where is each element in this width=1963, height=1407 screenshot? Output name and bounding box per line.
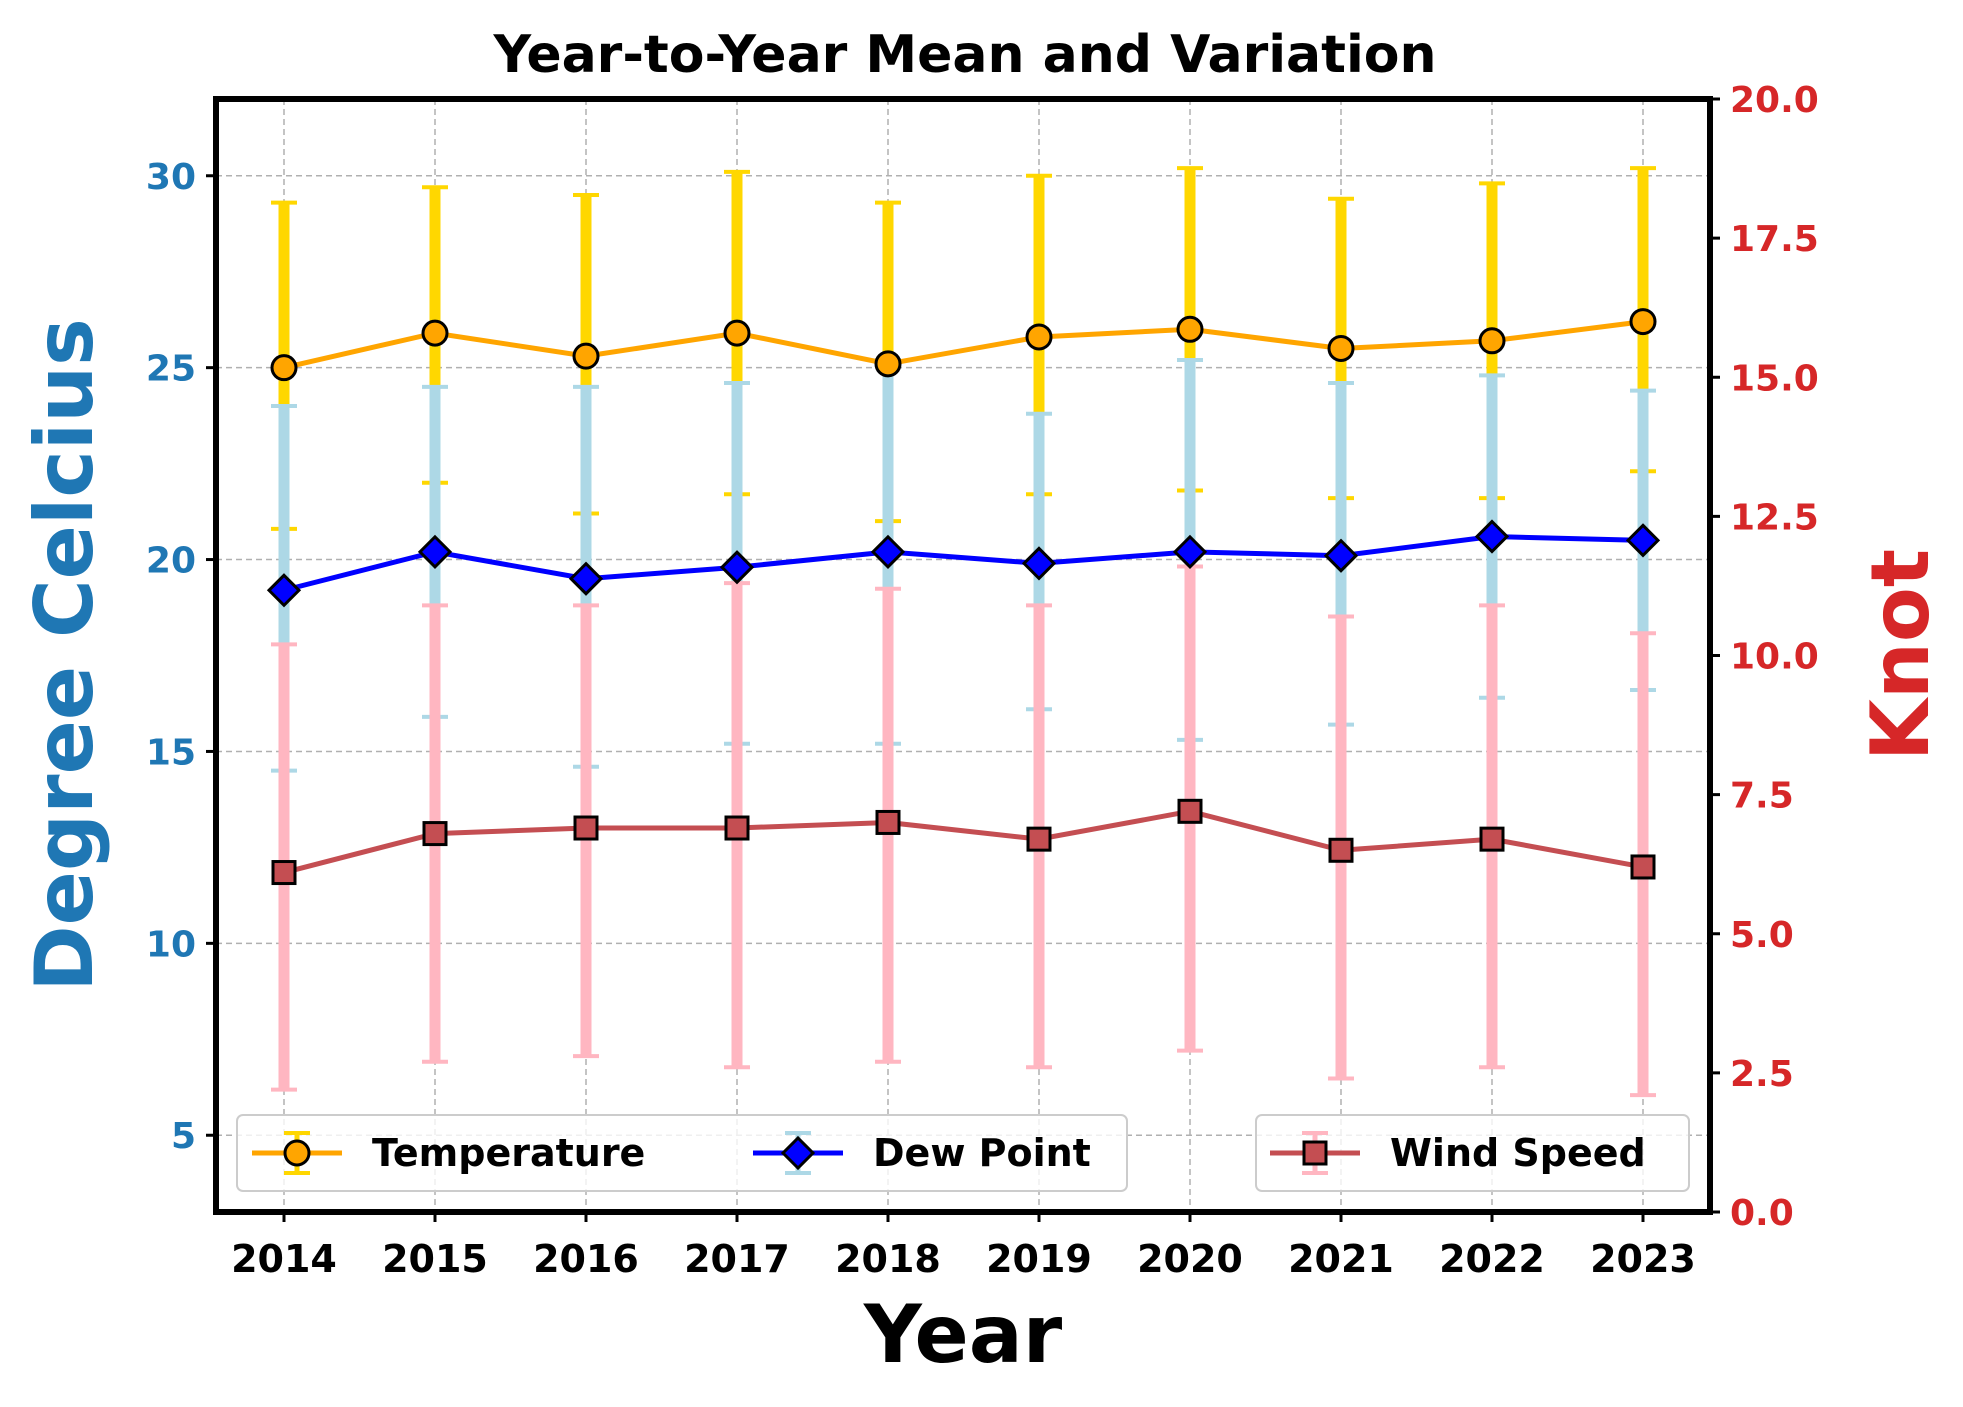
legend-label-dew-point: Dew Point — [873, 1131, 1091, 1175]
wind-speed-point — [1479, 826, 1505, 852]
series-markers — [266, 308, 1661, 886]
y-tick-label-right: 7.5 — [1730, 776, 1794, 817]
wind-speed-point — [875, 809, 901, 835]
dew-point-point — [266, 573, 302, 608]
y-tick-label-right: 15.0 — [1730, 358, 1819, 399]
temperature-point — [874, 350, 902, 378]
error-bars — [271, 166, 1656, 1098]
axis-ticks: 2014 2015 2016 2017 2018 2019 2020 2021 2022 2023… — [146, 80, 1819, 1281]
dew-point-point — [417, 534, 453, 569]
dew-point-point — [1474, 519, 1510, 554]
temperature-point — [1478, 327, 1506, 355]
dew-point-point — [568, 561, 604, 596]
y-tick-label-left: 30 — [146, 157, 196, 198]
x-tick-label: 2019 — [986, 1237, 1092, 1281]
y-tick-label-right: 2.5 — [1730, 1054, 1794, 1095]
y-tick-label-right: 12.5 — [1730, 497, 1819, 538]
y-axis-label-right: Knot — [1854, 549, 1947, 761]
temperature-point — [723, 319, 751, 347]
y-tick-label-right: 17.5 — [1730, 219, 1819, 260]
wind-speed-point — [1177, 798, 1203, 824]
wind-speed-point — [1026, 826, 1052, 852]
legend-temperature-dew-point: Temperature Dew Point — [236, 1114, 1128, 1192]
legend-swatch-marker — [1302, 1140, 1328, 1166]
temperature-point — [421, 319, 449, 347]
dew-point-point — [870, 534, 906, 569]
y-tick-label-left: 15 — [146, 732, 196, 773]
wind-speed-point — [573, 815, 599, 841]
temperature-line — [283, 319, 1644, 371]
legend-wind-speed: Wind Speed — [1255, 1114, 1690, 1192]
dew-point-point — [1625, 523, 1661, 558]
y-tick-label-left: 10 — [146, 924, 196, 965]
legend-box — [1255, 1114, 1690, 1192]
x-tick-label: 2022 — [1439, 1237, 1545, 1281]
dew-point-point — [1323, 538, 1359, 573]
x-tick-label: 2015 — [382, 1237, 488, 1281]
x-tick-label: 2017 — [684, 1237, 790, 1281]
dew-point-point — [1021, 546, 1057, 581]
legend-label-temperature: Temperature — [372, 1131, 645, 1175]
y-tick-label-right: 5.0 — [1730, 915, 1794, 956]
y-tick-label-right: 10.0 — [1730, 637, 1819, 678]
temperature-point — [270, 354, 298, 382]
x-tick-label: 2021 — [1288, 1237, 1394, 1281]
y-tick-label-right: 0.0 — [1730, 1193, 1794, 1234]
temperature-point — [1176, 315, 1204, 343]
x-tick-label: 2018 — [835, 1237, 941, 1281]
legend-swatch-marker — [780, 1135, 816, 1171]
chart-title: Year-to-Year Mean and Variation — [492, 25, 1436, 85]
temperature-point — [572, 342, 600, 370]
temperature-point — [1629, 308, 1657, 336]
dew-point-line — [283, 534, 1644, 593]
legend-label-wind-speed: Wind Speed — [1390, 1131, 1646, 1175]
dew-point-point — [1172, 534, 1208, 569]
dew-point-point — [719, 550, 755, 585]
x-tick-label: 2020 — [1137, 1237, 1243, 1281]
wind-speed-point — [1328, 837, 1354, 863]
wind-speed-point — [724, 815, 750, 841]
wind-speed-line — [283, 808, 1644, 875]
y-tick-label-left: 20 — [146, 541, 196, 582]
x-tick-label: 2014 — [231, 1237, 337, 1281]
y-tick-label-left: 25 — [146, 349, 196, 390]
legend-box — [236, 1114, 1128, 1192]
wind-speed-point — [422, 821, 448, 847]
temperature-point — [1025, 323, 1053, 351]
x-axis-label: Year — [863, 1288, 1063, 1381]
x-tick-label: 2023 — [1590, 1237, 1696, 1281]
series-lines — [283, 319, 1644, 875]
y-axis-label-left: Degree Celcius — [18, 318, 111, 992]
y-tick-label-left: 5 — [171, 1116, 196, 1157]
legend-swatch-marker — [283, 1139, 311, 1167]
wind-speed-point — [1630, 854, 1656, 880]
y-tick-label-right: 20.0 — [1730, 80, 1819, 121]
x-tick-label: 2016 — [533, 1237, 639, 1281]
temperature-point — [1327, 334, 1355, 362]
wind-speed-point — [271, 860, 297, 886]
